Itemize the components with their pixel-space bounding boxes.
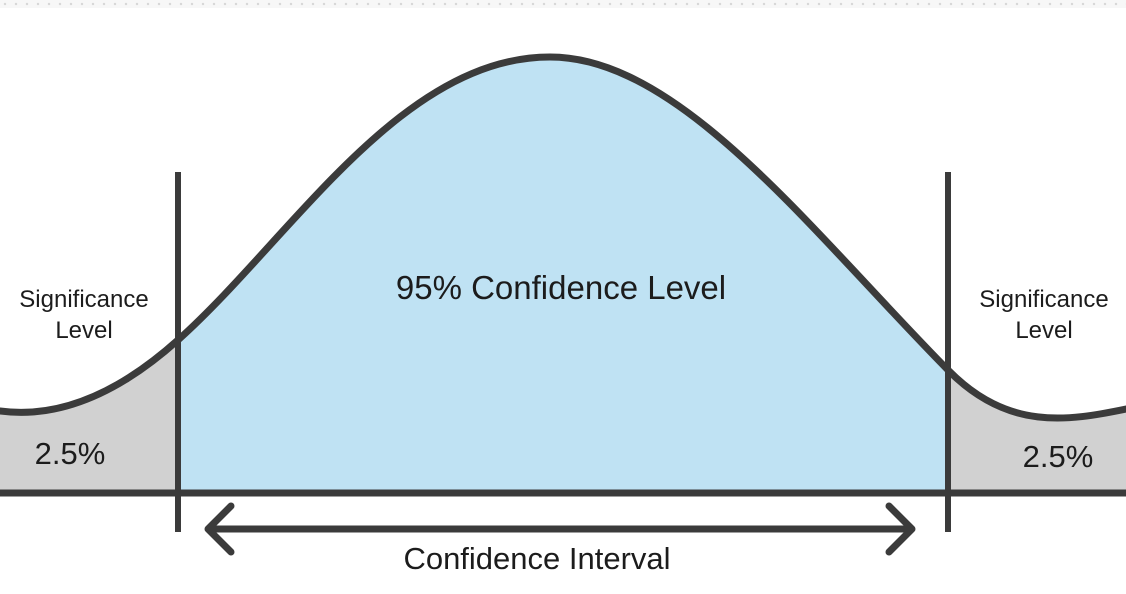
left-significance-label-line2: Level	[55, 317, 113, 345]
right-significance-label-line2: Level	[1015, 317, 1073, 345]
confidence-interval-label: Confidence Interval	[403, 541, 671, 576]
right-significance-label-line1: Significance	[979, 286, 1109, 313]
confidence-area-shape	[0, 57, 1126, 494]
left-significance-label: Significance Level	[4, 284, 164, 346]
arrow-head-right-icon	[885, 502, 916, 556]
confidence-level-title: 95% Confidence Level	[395, 269, 727, 306]
bell-curve-stroke	[0, 53, 1126, 422]
canvas-dotted-strip	[0, 0, 1126, 8]
left-significance-label-line1: Significance	[19, 286, 149, 313]
right-tail-area-shape	[948, 370, 1126, 494]
arrow-head-left-icon	[204, 502, 235, 556]
right-tail-percentage: 2.5%	[1022, 439, 1094, 474]
left-tail-percentage: 2.5%	[34, 436, 106, 471]
confidence-interval-arrow	[204, 502, 916, 556]
right-significance-label: Significance Level	[964, 284, 1124, 346]
